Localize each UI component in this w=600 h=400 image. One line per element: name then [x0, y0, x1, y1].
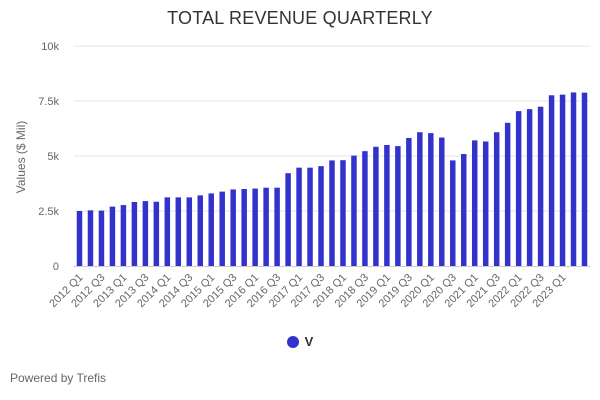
bar-2012-q3[interactable]: [98, 210, 105, 266]
y-axis-ticks: 0 2.5k 5k 7.5k 10k: [38, 41, 59, 273]
chart-title: TOTAL REVENUE QUARTERLY: [167, 8, 433, 28]
bar-2023-q2[interactable]: [570, 92, 577, 266]
bar-2012-q1[interactable]: [76, 211, 83, 266]
bar-2012-q4[interactable]: [109, 206, 116, 266]
bar-2019-q2[interactable]: [395, 146, 401, 266]
y-tick-label: 0: [53, 261, 59, 273]
bar-2017-q2[interactable]: [307, 167, 313, 266]
bar-2023-q1[interactable]: [559, 94, 566, 267]
bar-2020-q1[interactable]: [428, 133, 434, 266]
bar-2021-q4[interactable]: [504, 122, 511, 266]
bars: [76, 92, 588, 267]
bar-2019-q3[interactable]: [406, 137, 412, 266]
bar-2018-q4[interactable]: [373, 146, 379, 266]
bar-2021-q2[interactable]: [482, 141, 489, 266]
legend-marker: [286, 335, 299, 348]
y-tick-label: 2.5k: [38, 206, 59, 218]
bar-2018-q1[interactable]: [340, 160, 346, 266]
bar-2018-q3[interactable]: [362, 151, 368, 266]
bar-2014-q1[interactable]: [164, 197, 171, 266]
bar-2015-q1[interactable]: [208, 193, 214, 266]
bar-2017-q1[interactable]: [296, 167, 302, 266]
bar-2015-q4[interactable]: [241, 189, 247, 266]
bar-2016-q4[interactable]: [285, 173, 291, 266]
bar-2018-q2[interactable]: [351, 155, 357, 266]
bar-2020-q2[interactable]: [439, 137, 445, 266]
bar-2022-q1[interactable]: [515, 111, 522, 267]
bar-2019-q4[interactable]: [417, 132, 423, 266]
bar-2014-q4[interactable]: [197, 195, 203, 266]
y-tick-label: 5k: [47, 151, 59, 163]
bar-2020-q4[interactable]: [461, 154, 467, 266]
footer-credit: Powered by Trefis: [10, 371, 107, 385]
bar-2023-q3[interactable]: [581, 92, 588, 266]
y-tick-label: 7.5k: [38, 96, 59, 108]
bar-2019-q1[interactable]: [384, 145, 390, 266]
bar-2016-q2[interactable]: [263, 187, 269, 266]
bar-2020-q3[interactable]: [450, 160, 456, 266]
bar-2021-q3[interactable]: [493, 132, 500, 266]
bar-2013-q3[interactable]: [142, 201, 149, 266]
bar-2016-q3[interactable]: [274, 187, 280, 266]
bar-2017-q3[interactable]: [318, 166, 324, 266]
bar-2013-q2[interactable]: [131, 201, 138, 266]
bar-2014-q3[interactable]: [186, 197, 193, 266]
legend[interactable]: V: [0, 334, 600, 349]
y-tick-label: 10k: [41, 41, 59, 53]
bar-2013-q1[interactable]: [120, 205, 127, 266]
bar-2013-q4[interactable]: [153, 201, 160, 266]
bar-2022-q4[interactable]: [548, 95, 555, 266]
bar-2014-q2[interactable]: [175, 197, 182, 266]
bar-2021-q1[interactable]: [471, 140, 478, 266]
bar-2015-q3[interactable]: [230, 189, 236, 266]
bar-2016-q1[interactable]: [252, 188, 258, 266]
bar-2012-q2[interactable]: [87, 210, 94, 266]
bar-2015-q2[interactable]: [219, 191, 225, 266]
legend-label: V: [304, 334, 314, 349]
bar-2022-q2[interactable]: [526, 109, 533, 266]
bar-2017-q4[interactable]: [329, 160, 335, 266]
bar-2022-q3[interactable]: [537, 106, 544, 266]
y-axis-title: Values ($ Mil): [14, 121, 28, 193]
